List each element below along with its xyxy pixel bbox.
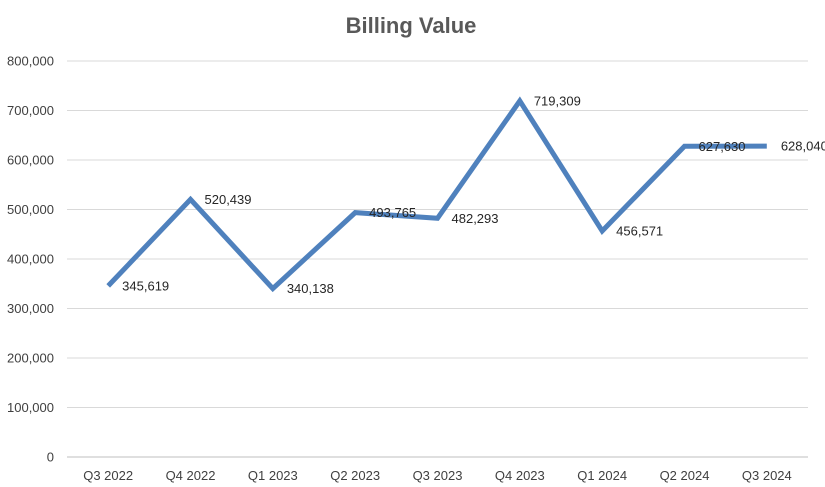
- data-label: 340,138: [287, 281, 334, 296]
- gridlines: [67, 60, 808, 458]
- x-axis-tick-labels: Q3 2022 Q4 2022 Q1 2023 Q2 2023 Q3 2023 Q4 20…: [83, 468, 792, 483]
- x-tick-label: Q1 2023: [248, 468, 298, 483]
- x-tick-label: Q3 2024: [742, 468, 792, 483]
- data-label: 628,040: [781, 139, 825, 154]
- x-tick-label: Q2 2024: [660, 468, 710, 483]
- y-tick-label: 200,000: [7, 351, 54, 366]
- y-tick-label: 300,000: [7, 301, 54, 316]
- x-tick-label: Q2 2023: [330, 468, 380, 483]
- series-layer: [106, 96, 767, 293]
- data-label: 456,571: [616, 223, 663, 238]
- data-label: 520,439: [205, 192, 252, 207]
- x-tick-label: Q3 2022: [83, 468, 133, 483]
- y-tick-label: 500,000: [7, 202, 54, 217]
- data-label: 719,309: [534, 93, 581, 108]
- data-label: 345,619: [122, 278, 169, 293]
- x-tick-label: Q1 2024: [577, 468, 627, 483]
- y-tick-label: 600,000: [7, 153, 54, 168]
- chart-title: Billing Value: [346, 13, 477, 38]
- data-label: 482,293: [452, 211, 499, 226]
- y-tick-label: 800,000: [7, 54, 54, 69]
- data-label: 627,630: [699, 139, 746, 154]
- y-tick-label: 700,000: [7, 103, 54, 118]
- y-tick-label: 100,000: [7, 400, 54, 415]
- y-axis-tick-labels: 0 100,000 200,000 300,000 400,000 500,000 600,…: [7, 54, 54, 465]
- x-tick-label: Q4 2023: [495, 468, 545, 483]
- y-tick-label: 400,000: [7, 252, 54, 267]
- data-label: 493,765: [369, 205, 416, 220]
- data-labels: 345,619 520,439 340,138 493,765 482,293 719,3…: [122, 93, 825, 296]
- y-tick-label: 0: [47, 450, 54, 465]
- x-tick-label: Q3 2023: [413, 468, 463, 483]
- series-line-billing-value: [106, 96, 767, 293]
- x-tick-label: Q4 2022: [166, 468, 216, 483]
